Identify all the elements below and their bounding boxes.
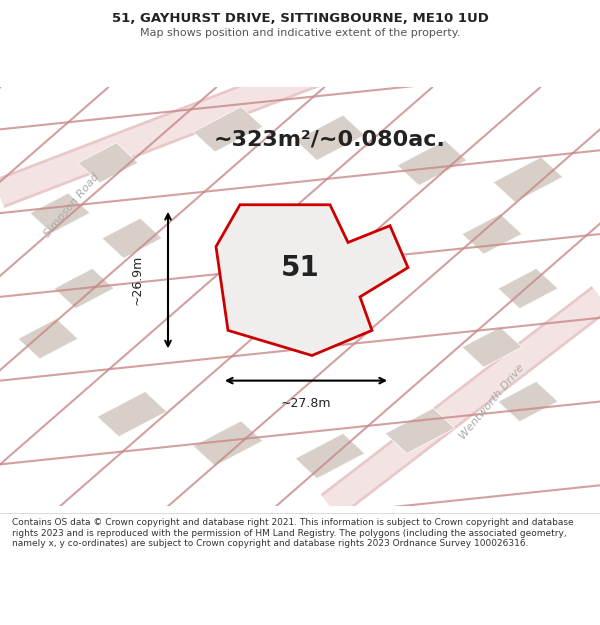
Text: Wentworth Drive: Wentworth Drive <box>458 362 526 441</box>
Bar <box>193 421 263 466</box>
Text: ~323m²/~0.080ac.: ~323m²/~0.080ac. <box>214 129 446 149</box>
Bar <box>493 157 563 202</box>
Bar <box>102 218 162 258</box>
Bar <box>18 319 78 359</box>
Bar <box>462 214 522 254</box>
Bar <box>54 268 114 309</box>
Bar <box>462 327 522 367</box>
Polygon shape <box>216 205 408 356</box>
Bar <box>78 142 138 183</box>
Bar <box>30 193 90 233</box>
Bar <box>498 268 558 309</box>
Bar <box>385 408 455 454</box>
Text: ~26.9m: ~26.9m <box>131 255 144 305</box>
Text: Simpson Road: Simpson Road <box>43 171 101 239</box>
Bar <box>295 433 365 479</box>
Bar <box>193 107 263 152</box>
Bar <box>498 381 558 422</box>
Text: ~27.8m: ~27.8m <box>281 398 331 411</box>
Text: 51, GAYHURST DRIVE, SITTINGBOURNE, ME10 1UD: 51, GAYHURST DRIVE, SITTINGBOURNE, ME10 … <box>112 12 488 26</box>
Text: 51: 51 <box>281 254 319 281</box>
Bar <box>295 115 365 161</box>
Text: Map shows position and indicative extent of the property.: Map shows position and indicative extent… <box>140 28 460 38</box>
Bar <box>97 391 167 437</box>
Bar <box>397 140 467 186</box>
Text: Contains OS data © Crown copyright and database right 2021. This information is : Contains OS data © Crown copyright and d… <box>12 518 574 548</box>
